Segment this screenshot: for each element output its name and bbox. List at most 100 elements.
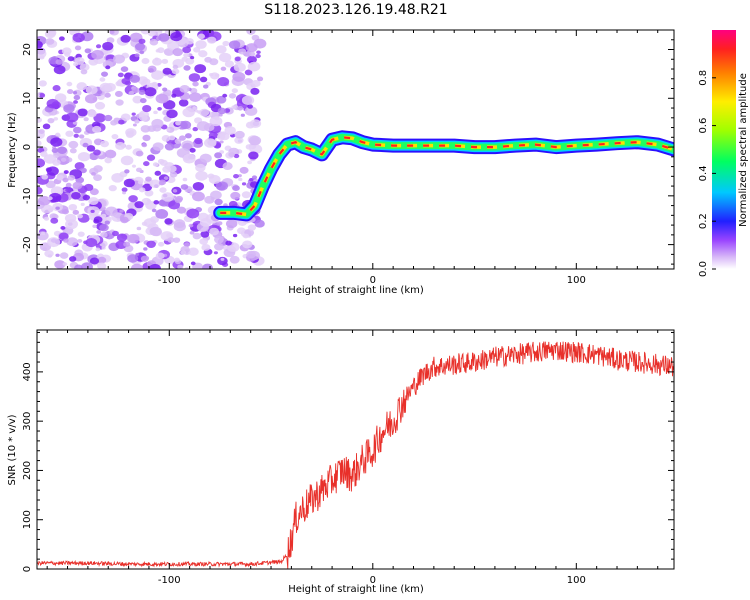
noise-blob bbox=[60, 157, 67, 162]
noise-blob bbox=[128, 195, 138, 203]
noise-blob bbox=[134, 42, 146, 51]
y-tick-label: 10 bbox=[22, 92, 33, 105]
noise-blob bbox=[209, 227, 220, 236]
noise-blob bbox=[61, 208, 69, 215]
noise-blob bbox=[152, 162, 159, 167]
noise-blob bbox=[72, 181, 83, 190]
noise-blob bbox=[215, 45, 227, 54]
noise-blob bbox=[37, 40, 43, 49]
noise-blob bbox=[80, 202, 85, 206]
noise-blob bbox=[151, 208, 157, 213]
noise-blob bbox=[192, 106, 198, 111]
noise-blob bbox=[154, 170, 162, 176]
noise-blob bbox=[115, 81, 123, 87]
noise-blob bbox=[104, 220, 110, 225]
noise-blob bbox=[40, 231, 46, 236]
noise-blob bbox=[63, 170, 69, 174]
noise-blob bbox=[89, 188, 99, 196]
noise-blob bbox=[138, 38, 146, 44]
noise-blob bbox=[199, 153, 212, 163]
noise-blob bbox=[128, 90, 134, 96]
noise-blob bbox=[99, 82, 112, 92]
noise-blob bbox=[229, 255, 240, 264]
noise-blob bbox=[185, 133, 192, 139]
noise-blob bbox=[239, 166, 249, 174]
noise-blob bbox=[220, 66, 227, 71]
noise-blob bbox=[234, 130, 245, 139]
noise-blob bbox=[91, 172, 96, 176]
noise-blob bbox=[65, 130, 74, 137]
spectrogram-y-axis-label: Frequency (Hz) bbox=[7, 112, 18, 188]
y-tick-label: 20 bbox=[22, 43, 33, 56]
noise-blob bbox=[155, 209, 169, 219]
noise-blob bbox=[174, 257, 180, 262]
noise-blob bbox=[62, 262, 68, 266]
noise-blob bbox=[108, 184, 117, 192]
noise-blob bbox=[214, 243, 224, 251]
noise-blob bbox=[144, 189, 154, 197]
noise-blob bbox=[85, 238, 98, 248]
noise-blob bbox=[164, 143, 175, 151]
noise-blob bbox=[95, 44, 102, 49]
noise-blob bbox=[151, 81, 158, 87]
noise-blob bbox=[247, 224, 257, 231]
noise-blob bbox=[189, 147, 196, 153]
noise-blob bbox=[240, 113, 245, 117]
noise-blob bbox=[38, 92, 46, 98]
noise-blob bbox=[194, 137, 203, 145]
noise-blob bbox=[216, 95, 227, 104]
noise-blob bbox=[44, 30, 56, 39]
noise-blob bbox=[242, 240, 253, 249]
noise-blob bbox=[237, 105, 244, 111]
noise-blob bbox=[198, 50, 208, 58]
snr-content bbox=[37, 341, 674, 569]
noise-blob bbox=[166, 109, 178, 119]
colorbar-tick-label: 0.0 bbox=[698, 261, 709, 277]
noise-blob bbox=[141, 57, 150, 65]
noise-blob bbox=[189, 92, 202, 102]
noise-blob bbox=[161, 135, 171, 142]
noise-blob bbox=[105, 65, 111, 70]
noise-blob bbox=[101, 71, 109, 77]
noise-blob bbox=[241, 95, 255, 106]
noise-blob bbox=[253, 38, 267, 49]
noise-blob bbox=[162, 87, 168, 92]
noise-blob bbox=[214, 116, 220, 121]
noise-blob bbox=[45, 38, 55, 45]
noise-blob bbox=[138, 89, 146, 96]
noise-blob bbox=[182, 177, 188, 182]
noise-blob bbox=[37, 186, 43, 195]
noise-blob bbox=[139, 50, 145, 55]
noise-blob bbox=[67, 174, 76, 181]
noise-blob bbox=[248, 178, 254, 182]
noise-blob bbox=[204, 138, 217, 148]
noise-blob bbox=[77, 151, 91, 162]
noise-blob bbox=[93, 216, 103, 223]
noise-blob bbox=[152, 142, 164, 151]
snr-ticks: -100 0 100 0 100 200 300 400 bbox=[22, 330, 674, 586]
noise-blob bbox=[50, 217, 59, 224]
noise-blob bbox=[181, 56, 188, 62]
noise-blob bbox=[73, 95, 81, 101]
noise-blob bbox=[142, 134, 151, 142]
noise-blob bbox=[58, 36, 65, 41]
noise-blob bbox=[72, 32, 85, 43]
noise-blob bbox=[79, 63, 90, 72]
noise-blob bbox=[195, 40, 207, 49]
noise-blob bbox=[214, 152, 223, 159]
noise-blob bbox=[100, 232, 108, 238]
noise-blob bbox=[57, 146, 68, 155]
spectrogram-content bbox=[37, 30, 674, 269]
noise-blob bbox=[142, 78, 151, 85]
noise-blob bbox=[87, 110, 97, 118]
noise-blob bbox=[193, 47, 201, 53]
noise-blob bbox=[199, 108, 210, 117]
noise-blob bbox=[134, 119, 140, 124]
noise-blob bbox=[146, 154, 156, 161]
noise-blob bbox=[178, 99, 189, 107]
noise-blob bbox=[238, 177, 243, 182]
noise-blob bbox=[123, 178, 135, 188]
noise-blob bbox=[147, 65, 157, 73]
noise-blob bbox=[192, 191, 205, 202]
noise-blob bbox=[102, 41, 114, 51]
